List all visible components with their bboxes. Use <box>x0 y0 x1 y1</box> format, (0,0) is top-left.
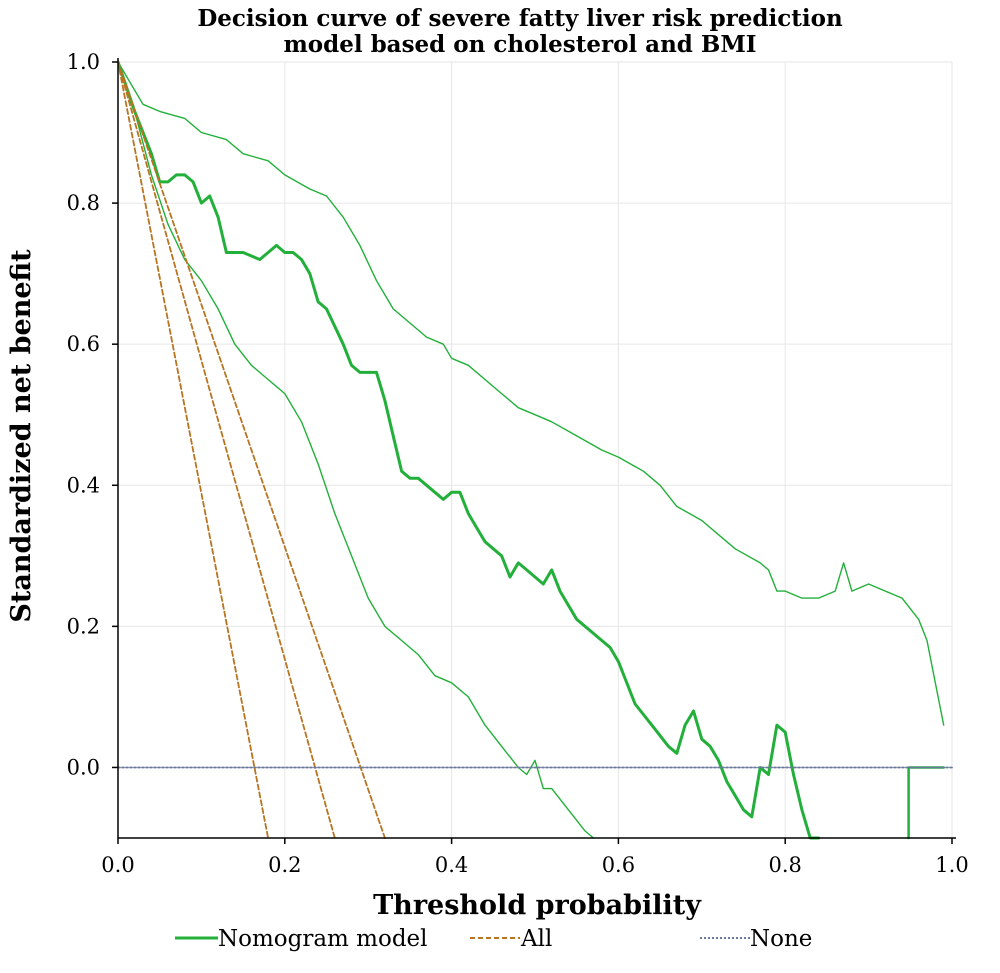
x-axis-title: Threshold probability <box>373 890 702 921</box>
legend-label-nomogram: Nomogram model <box>218 926 428 952</box>
series-line-step <box>907 766 945 840</box>
x-tick-label: 0.4 <box>435 853 468 877</box>
y-tick-label: 0.8 <box>67 191 100 215</box>
axes <box>112 58 956 844</box>
tick-labels: 0.0 0.2 0.4 0.6 0.8 1.0 0.0 0.2 0.4 0.6 0.8 1.0 <box>67 50 969 877</box>
x-tick-label: 0.8 <box>768 853 801 877</box>
series-line-main <box>118 60 821 840</box>
y-axis-title: Standardized net benefit <box>6 249 37 623</box>
x-tick-label: 0.6 <box>602 853 635 877</box>
grid-lines <box>117 61 953 838</box>
y-tick-label: 0.0 <box>67 755 100 779</box>
series-line-upper-ci <box>118 61 945 726</box>
y-tick-label: 1.0 <box>67 50 100 74</box>
x-tick-label: 1.0 <box>935 853 968 877</box>
series-line-all-upper <box>118 61 386 839</box>
chart-subtitle: model based on cholesterol and BMI <box>283 31 756 58</box>
y-tick-label: 0.4 <box>67 473 100 497</box>
series-layer <box>118 60 953 840</box>
y-tick-label: 0.6 <box>67 332 100 356</box>
legend: Nomogram model All None <box>175 926 812 952</box>
x-tick-label: 0.0 <box>101 853 134 877</box>
series-line-all <box>118 61 270 839</box>
legend-label-none: None <box>750 926 812 952</box>
series-line-all-lower <box>118 61 336 839</box>
x-tick-label: 0.2 <box>268 853 301 877</box>
chart-title: Decision curve of severe fatty liver ris… <box>197 5 843 32</box>
series-line-lower-ci <box>118 61 595 839</box>
y-tick-label: 0.2 <box>67 614 100 638</box>
legend-label-all: All <box>520 926 552 952</box>
